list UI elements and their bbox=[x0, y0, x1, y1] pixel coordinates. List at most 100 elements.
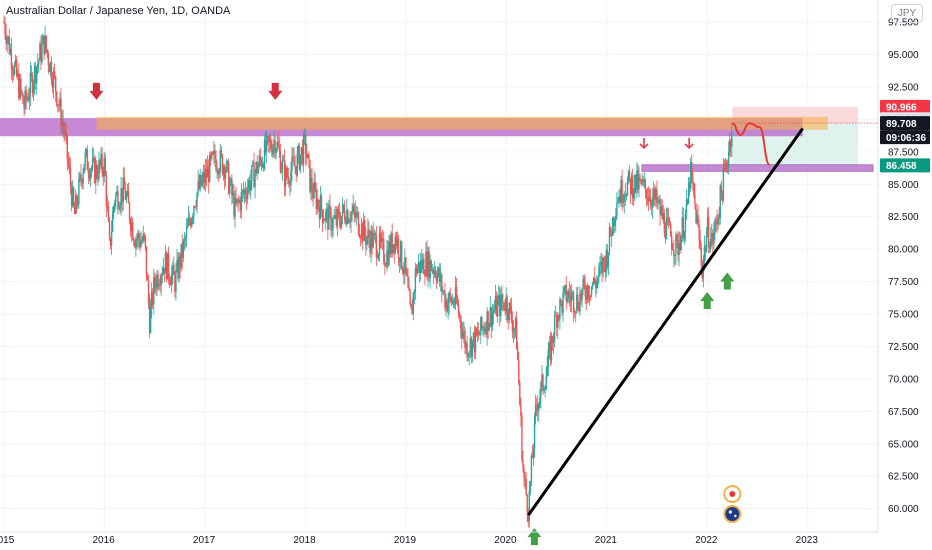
candle-body bbox=[172, 264, 174, 274]
up-arrow-icon[interactable] bbox=[700, 291, 715, 309]
australia-flag-icon[interactable] bbox=[723, 505, 742, 523]
candle-body bbox=[479, 334, 481, 336]
candle-body bbox=[165, 252, 168, 280]
candle-body bbox=[467, 354, 469, 358]
candle-body bbox=[152, 291, 154, 305]
x-tick-label: 2016 bbox=[92, 535, 115, 546]
candle-body bbox=[718, 217, 720, 219]
japan-flag-icon[interactable] bbox=[723, 485, 742, 503]
candle-body bbox=[471, 339, 474, 357]
candle-body bbox=[321, 209, 324, 223]
candle-body bbox=[252, 162, 254, 166]
candle-body bbox=[332, 217, 334, 228]
candle-body bbox=[715, 219, 717, 221]
candle-body bbox=[157, 274, 159, 287]
currency-badge[interactable]: JPY bbox=[891, 4, 923, 23]
resistance-zone-orange[interactable] bbox=[96, 116, 828, 130]
candle-body bbox=[416, 267, 419, 274]
annotations bbox=[89, 82, 804, 546]
candle-body bbox=[18, 73, 20, 98]
candle-body bbox=[355, 212, 358, 218]
candle-body bbox=[155, 283, 157, 289]
candle-body bbox=[659, 199, 661, 215]
candle-body bbox=[290, 171, 292, 186]
candle-body bbox=[336, 209, 339, 226]
candle-body bbox=[307, 154, 309, 158]
candle-body bbox=[333, 217, 335, 219]
candle-body bbox=[495, 296, 498, 317]
candle-body bbox=[389, 241, 391, 255]
candle-body bbox=[427, 251, 429, 277]
candle-body bbox=[565, 285, 567, 302]
candle-body bbox=[721, 192, 724, 201]
candle-body bbox=[396, 238, 399, 246]
candle-body bbox=[13, 64, 16, 74]
y-tick-label: 85.000 bbox=[888, 180, 919, 191]
price-label-bg bbox=[880, 116, 930, 131]
down-arrow-icon[interactable] bbox=[89, 82, 104, 100]
candle-body bbox=[133, 239, 135, 243]
candle-body bbox=[48, 65, 51, 72]
x-tick-label: 2023 bbox=[796, 535, 819, 546]
candle-body bbox=[241, 190, 244, 193]
candle-body bbox=[143, 233, 146, 236]
candle-body bbox=[205, 169, 208, 178]
candle-body bbox=[211, 152, 213, 159]
up-arrow-icon[interactable] bbox=[720, 272, 735, 290]
candle-body bbox=[673, 250, 675, 256]
down-arrow-icon[interactable] bbox=[268, 82, 283, 100]
candle-body bbox=[213, 150, 215, 154]
candle-body bbox=[220, 150, 223, 155]
support-trendline[interactable] bbox=[527, 127, 804, 516]
candle-body bbox=[180, 243, 182, 268]
down-arrow-icon[interactable] bbox=[639, 137, 649, 150]
candle-body bbox=[538, 403, 540, 412]
candle-body bbox=[370, 231, 372, 253]
candle-body bbox=[101, 153, 103, 172]
candle-body bbox=[212, 152, 214, 154]
candle-body bbox=[267, 135, 269, 137]
candle-body bbox=[66, 134, 69, 160]
candle-body bbox=[527, 512, 529, 522]
candle-body bbox=[589, 295, 592, 297]
candle-body bbox=[160, 276, 162, 286]
candle-body bbox=[29, 72, 32, 97]
candle-body bbox=[677, 240, 679, 256]
down-arrow-icon[interactable] bbox=[684, 137, 694, 150]
y-tick-label: 95.000 bbox=[888, 50, 919, 61]
candle-body bbox=[558, 315, 560, 320]
candle-body bbox=[14, 59, 17, 65]
candle-body bbox=[277, 141, 279, 147]
candle-body bbox=[68, 164, 71, 169]
price-label: 86.458 bbox=[886, 161, 917, 172]
candle-body bbox=[579, 293, 581, 312]
candle-body bbox=[724, 162, 727, 169]
candle-body bbox=[410, 304, 412, 310]
candle-body bbox=[706, 217, 709, 235]
candle-body bbox=[450, 296, 452, 304]
candle-body bbox=[654, 188, 656, 200]
candle-body bbox=[731, 132, 733, 148]
candle-body bbox=[708, 247, 711, 249]
up-arrow-icon[interactable] bbox=[527, 528, 542, 546]
resistance-zone-recent[interactable] bbox=[641, 164, 874, 172]
chart-title: Australian Dollar / Japanese Yen, 1D, OA… bbox=[6, 5, 231, 17]
candle-body bbox=[537, 405, 539, 412]
candle-body bbox=[424, 274, 426, 277]
candle-body bbox=[319, 195, 322, 219]
candle-body bbox=[56, 91, 58, 106]
candle-body bbox=[662, 212, 664, 220]
candle-body bbox=[12, 71, 15, 74]
candle-body bbox=[532, 448, 535, 459]
candle-body bbox=[658, 199, 660, 202]
candle-body bbox=[138, 233, 140, 241]
candle-body bbox=[727, 152, 730, 167]
candle-body bbox=[637, 170, 639, 190]
candle-body bbox=[256, 162, 258, 174]
candle-body bbox=[306, 154, 308, 158]
projection-path[interactable] bbox=[731, 122, 771, 166]
candle-body bbox=[521, 415, 523, 461]
candle-body bbox=[623, 194, 625, 203]
candle-body bbox=[392, 244, 394, 254]
